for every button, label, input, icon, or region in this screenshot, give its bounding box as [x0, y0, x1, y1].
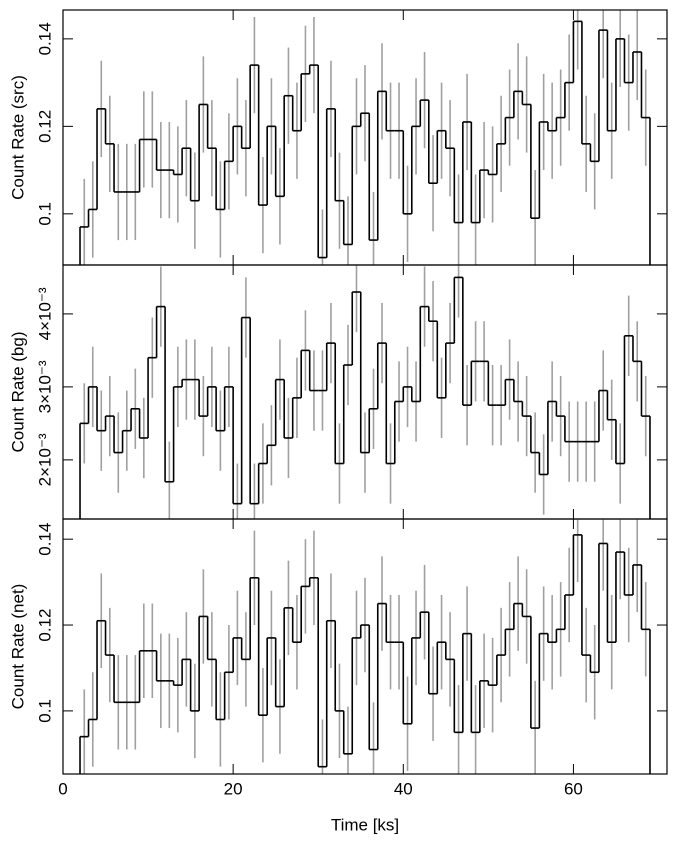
y-tick-label: 2×10⁻³	[35, 433, 54, 486]
x-tick-label: 0	[58, 779, 67, 798]
panel	[79, 519, 651, 774]
x-tick-label: 40	[394, 779, 413, 798]
y-tick-label: 0.12	[35, 608, 54, 641]
y-axis-label: Count Rate (bg)	[8, 332, 27, 453]
y-tick-label: 4×10⁻³	[35, 287, 54, 340]
panel	[79, 265, 651, 519]
x-tick-label: 20	[224, 779, 243, 798]
y-tick-label: 0.14	[35, 22, 54, 55]
x-tick-label: 60	[564, 779, 583, 798]
y-tick-label: 0.1	[35, 202, 54, 226]
y-tick-label: 3×10⁻³	[35, 360, 54, 413]
frame	[62, 518, 668, 775]
x-axis-label: Time [ks]	[331, 815, 399, 834]
y-axis-label: Count Rate (net)	[8, 584, 27, 710]
y-tick-label: 0.14	[35, 523, 54, 556]
panel	[79, 10, 651, 265]
y-axis-label: Count Rate (src)	[8, 75, 27, 200]
y-tick-label: 0.12	[35, 110, 54, 143]
y-tick-label: 0.1	[35, 699, 54, 723]
